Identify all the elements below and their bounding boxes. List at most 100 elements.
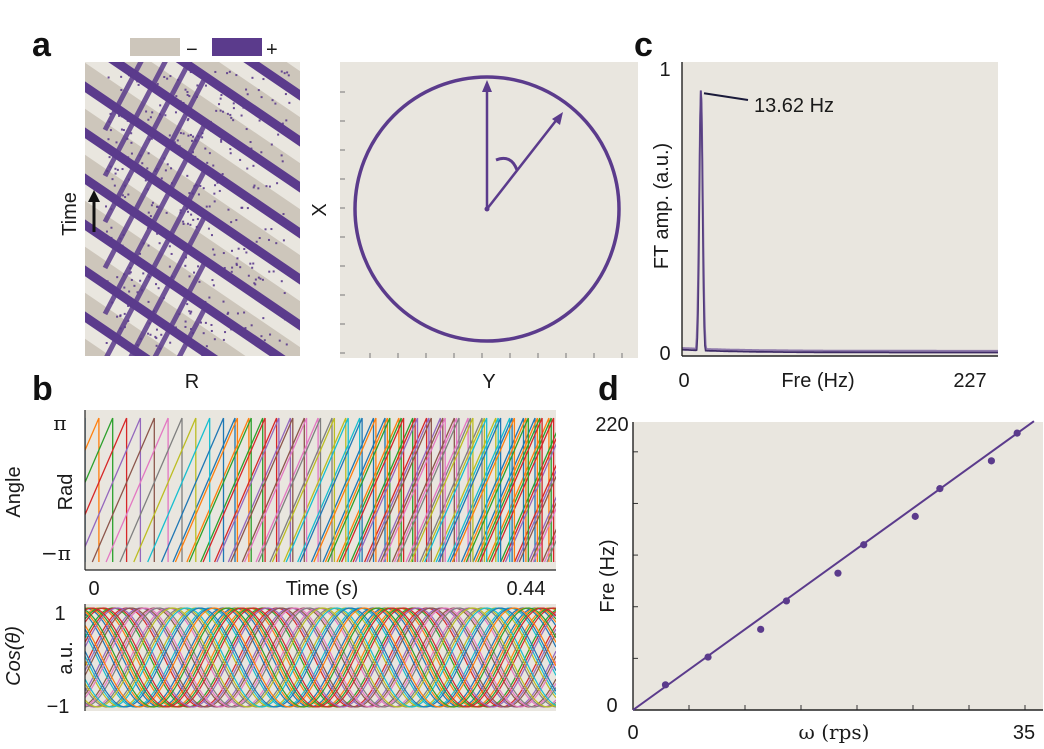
- spike-dot: [117, 104, 120, 107]
- spike-dot: [189, 133, 192, 136]
- spike-dot: [108, 120, 111, 123]
- spike-dot: [120, 115, 123, 118]
- spike-dot: [148, 322, 151, 325]
- spike-dot: [121, 154, 124, 157]
- spike-dot: [127, 319, 130, 322]
- spike-dot: [161, 322, 164, 325]
- spike-dot: [127, 156, 130, 159]
- spike-dot: [129, 73, 132, 76]
- spike-dot: [232, 119, 235, 122]
- spike-dot: [192, 135, 195, 138]
- spike-dot: [252, 164, 255, 167]
- spike-dot: [151, 111, 154, 114]
- spike-dot: [285, 343, 288, 346]
- spike-dot: [167, 328, 170, 331]
- spike-dot: [116, 315, 119, 318]
- fit-line: [632, 420, 1035, 711]
- spike-dot: [215, 179, 218, 182]
- angle-series-line: [271, 417, 486, 563]
- spike-dot: [250, 324, 253, 327]
- spike-dot: [160, 177, 163, 180]
- spike-dot: [260, 110, 263, 113]
- angle-series-line: [85, 417, 556, 563]
- spike-dot: [163, 76, 166, 79]
- spike-dot: [191, 192, 194, 195]
- spike-dot: [159, 113, 162, 116]
- spike-dot: [245, 88, 248, 91]
- panel-d-xlabel: ω (rps): [799, 720, 870, 744]
- spike-dot: [128, 74, 131, 77]
- cos-series-line: [85, 607, 556, 708]
- angle-series-line: [424, 417, 488, 563]
- spike-dot: [212, 248, 215, 251]
- spike-dot: [156, 168, 159, 171]
- spike-dot: [287, 74, 290, 77]
- spike-dot: [120, 109, 123, 112]
- spike-dot: [168, 245, 171, 248]
- spike-dot: [259, 277, 262, 280]
- spike-dot: [108, 288, 111, 291]
- data-point: [987, 457, 996, 465]
- spike-dot: [186, 207, 189, 210]
- spike-dot: [123, 286, 126, 289]
- spike-dot: [219, 97, 222, 100]
- angle-series-line: [285, 417, 499, 563]
- legend-swatch-minus: [130, 38, 180, 56]
- spike-dot: [195, 225, 198, 228]
- spike-dot: [230, 328, 233, 331]
- spike-dot: [182, 101, 185, 104]
- spike-dot: [136, 121, 139, 124]
- spike-dot: [263, 210, 266, 213]
- angle-series-line: [396, 417, 556, 563]
- angle-series-line: [105, 417, 556, 563]
- panel-b-bottom-outer-prefix: Cos(: [3, 641, 25, 686]
- angle-series-line: [85, 417, 556, 563]
- spike-dot: [166, 77, 169, 80]
- spike-dot: [110, 239, 113, 242]
- spike-dot: [191, 345, 194, 348]
- spike-dot: [198, 280, 201, 283]
- spike-dot: [158, 242, 161, 245]
- spectrum-line: [682, 90, 998, 354]
- plus-stripe-cross: [102, 62, 144, 132]
- spike-dot: [212, 284, 215, 287]
- spike-dot: [240, 329, 243, 332]
- spike-dot: [235, 262, 238, 265]
- spike-dot: [217, 176, 220, 179]
- data-point: [1013, 429, 1021, 437]
- spike-dot: [253, 184, 256, 187]
- spike-dot: [229, 152, 232, 155]
- plus-stripe: [85, 81, 300, 239]
- spike-dot: [251, 107, 254, 110]
- spike-dot: [109, 129, 112, 132]
- panel-b-xtick-start: 0: [88, 578, 99, 600]
- spike-dot: [219, 109, 222, 112]
- spike-dot: [285, 119, 288, 122]
- spike-dot: [145, 110, 148, 113]
- spike-dot: [197, 265, 200, 268]
- spike-dot: [239, 266, 242, 269]
- spike-dot: [169, 341, 172, 344]
- panel-c-ytick-top: 1: [659, 59, 670, 81]
- spike-dot: [286, 71, 289, 74]
- spike-dot: [141, 162, 144, 165]
- spike-dot: [196, 218, 199, 221]
- plus-stripe-cross: [102, 76, 208, 270]
- spike-dot: [200, 121, 203, 124]
- peak-annotation: 13.62 Hz: [754, 95, 834, 117]
- spike-dot: [232, 107, 235, 110]
- spike-dot: [193, 297, 196, 300]
- plus-stripe: [243, 62, 300, 101]
- spike-dot: [148, 138, 151, 141]
- spike-dot: [214, 184, 217, 187]
- spike-dot: [136, 344, 139, 347]
- spike-dot: [249, 262, 252, 265]
- spike-dot: [184, 325, 187, 328]
- spike-dot: [130, 132, 133, 135]
- panel-b-top-ytick-top: π: [53, 411, 66, 435]
- angle-series-line: [85, 417, 550, 563]
- angle-series-line: [160, 417, 525, 563]
- spike-dot: [122, 158, 125, 161]
- spike-dot: [132, 161, 135, 164]
- spike-dot: [146, 227, 149, 230]
